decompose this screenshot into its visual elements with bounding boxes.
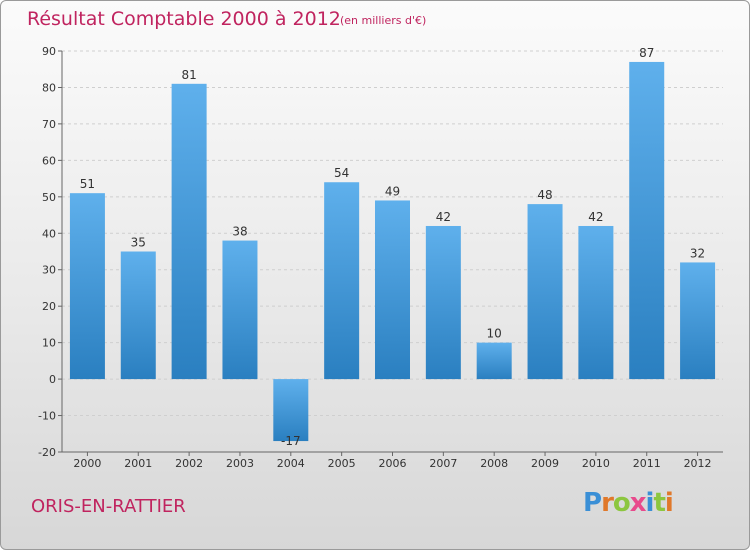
commune-name: ORIS-EN-RATTIER — [31, 496, 186, 517]
y-tick-label: 10 — [42, 337, 56, 350]
data-label: 87 — [639, 46, 654, 60]
chart-subtitle: (en milliers d'€) — [340, 14, 427, 27]
bar — [171, 83, 207, 380]
bar — [527, 204, 563, 380]
bar — [680, 262, 716, 380]
data-label: -17 — [281, 434, 301, 448]
bar — [69, 193, 105, 380]
x-tick-label: 2004 — [277, 457, 305, 470]
logo-letter: t — [653, 488, 665, 518]
x-tick-label: 2005 — [328, 457, 356, 470]
logo-letter: x — [629, 488, 647, 518]
logo-letter: P — [583, 488, 602, 518]
bar — [629, 61, 665, 380]
data-label: 35 — [131, 236, 146, 250]
y-tick-label: 70 — [42, 118, 56, 131]
x-tick-label: 2003 — [226, 457, 254, 470]
y-tick-label: 40 — [42, 227, 56, 240]
proxiti-logo[interactable]: Proxiti — [583, 488, 674, 518]
y-tick-label: 30 — [42, 264, 56, 277]
y-tick-label: -20 — [38, 446, 56, 459]
data-label: 48 — [537, 188, 552, 202]
logo-letter: o — [612, 488, 631, 518]
x-tick-label: 2010 — [582, 457, 610, 470]
data-label: 51 — [80, 177, 95, 191]
x-tick-label: 2012 — [684, 457, 712, 470]
data-label: 42 — [436, 210, 451, 224]
data-label: 49 — [385, 184, 400, 198]
x-tick-label: 2009 — [531, 457, 559, 470]
bar — [273, 379, 309, 442]
x-tick-label: 2008 — [480, 457, 508, 470]
bar — [578, 225, 614, 380]
logo-letter: r — [601, 488, 614, 518]
bar — [120, 251, 156, 380]
y-tick-label: 90 — [42, 45, 56, 58]
bar — [425, 225, 461, 380]
y-tick-label: 20 — [42, 300, 56, 313]
y-tick-label: 50 — [42, 191, 56, 204]
y-tick-label: 0 — [49, 373, 56, 386]
x-tick-label: 2002 — [175, 457, 203, 470]
logo-letter: i — [645, 488, 655, 518]
bar — [476, 342, 512, 380]
bar — [222, 240, 258, 380]
data-label: 54 — [334, 166, 349, 180]
y-tick-label: 80 — [42, 81, 56, 94]
data-label: 81 — [181, 68, 196, 82]
chart-title: Résultat Comptable 2000 à 2012 — [27, 8, 341, 30]
x-tick-label: 2006 — [379, 457, 407, 470]
logo-letter: i — [664, 488, 674, 518]
data-label: 38 — [232, 225, 247, 239]
x-tick-label: 2000 — [73, 457, 101, 470]
y-tick-label: -10 — [38, 410, 56, 423]
data-label: 32 — [690, 246, 705, 260]
y-tick-label: 60 — [42, 154, 56, 167]
data-label: 10 — [487, 327, 502, 341]
x-tick-label: 2011 — [633, 457, 661, 470]
bar — [375, 200, 410, 380]
data-label: 42 — [588, 210, 603, 224]
bar — [324, 182, 360, 380]
x-tick-label: 2007 — [429, 457, 457, 470]
x-tick-label: 2001 — [124, 457, 152, 470]
